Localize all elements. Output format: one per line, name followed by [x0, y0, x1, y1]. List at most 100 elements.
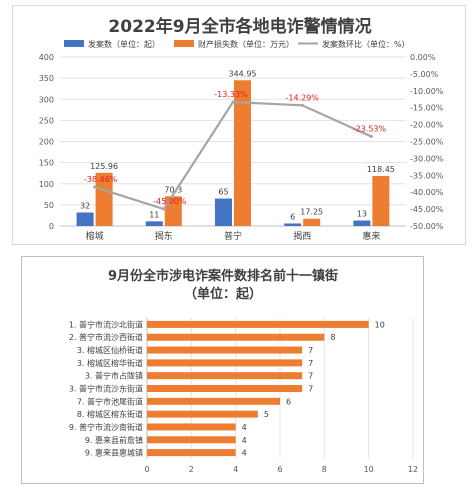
bottom-chart-subtitle: （单位：起） [184, 286, 262, 302]
bottom-category-label: 9. 惠来县惠城镇 [85, 448, 143, 458]
bottom-bar [147, 333, 325, 341]
cases-bar [145, 221, 163, 226]
ratio-line-label: -23.53% [353, 125, 387, 134]
cases-bar-label: 13 [357, 210, 367, 219]
cases-bar [215, 198, 232, 226]
bottom-bar-label: 8 [330, 333, 335, 342]
bottom-bar [147, 385, 303, 392]
bottom-bar [147, 359, 303, 367]
bottom-bar [147, 397, 280, 405]
top-category-label: 惠来 [362, 230, 380, 242]
bottom-category-label: 7. 普宁市池尾街道 [77, 396, 143, 406]
top-category-label: 揭西 [293, 230, 311, 242]
top-right-axis: 0.00% -5.00% -10.00% -15.00% -20.00% -25.00% -… [410, 53, 444, 231]
ratio-line-point [162, 207, 166, 211]
bottom-category-label: 3. 榕城区榕华街道 [77, 358, 143, 368]
top-left-tick-label: 100 [39, 180, 54, 189]
bottom-chart-frame [21, 256, 424, 484]
top-right-tick-label: -45.00% [410, 205, 444, 214]
bottom-x-tick-label: 0 [144, 465, 149, 474]
legend-label-loss: 财产损失数（单位：万元） [198, 39, 294, 49]
top-left-tick-label: 150 [39, 159, 54, 168]
bottom-bar-label: 5 [264, 410, 269, 419]
loss-bar [372, 175, 390, 226]
bottom-x-tick-label: 8 [322, 465, 327, 474]
legend-label-cases: 发案数（单位：起） [88, 39, 160, 49]
bottom-category-label: 8. 榕城区榕东街道 [77, 409, 143, 419]
legend-swatch-cases [64, 40, 84, 47]
ratio-line-point [300, 103, 304, 107]
bottom-bar [147, 320, 369, 328]
bottom-chart-title: 9月份全市涉电诈案件数排名前十一镇街 [108, 268, 338, 284]
ratio-line-label: -13.33% [214, 90, 248, 99]
ratio-line-point [93, 185, 97, 189]
top-left-tick-label: 300 [39, 95, 54, 104]
top-gridlines [60, 56, 406, 227]
ratio-line-point [231, 100, 235, 104]
bottom-bar [147, 423, 236, 431]
top-left-axis: 0 50 100 150 200 250 300 350 400 [39, 53, 54, 231]
top-left-tick-label: 0 [49, 222, 54, 231]
loss-bar-label: 118.45 [367, 165, 395, 174]
top-left-tick-label: 50 [44, 201, 54, 210]
bottom-bar-label: 4 [242, 449, 247, 458]
bottom-category-label: 3. 普宁市流沙东街道 [69, 384, 143, 394]
legend-swatch-loss [174, 40, 194, 47]
ratio-line-label: -38.46% [84, 175, 118, 184]
top-right-tick-label: -15.00% [410, 104, 444, 113]
top-category-label: 揭东 [155, 230, 173, 242]
top-chart-title: 2022年9月全市各地电诈警情情况 [108, 16, 371, 37]
loss-bar [95, 172, 113, 226]
bottom-bar-label: 6 [286, 397, 291, 406]
loss-bar-label: 344.95 [229, 69, 257, 78]
cases-bar-label: 11 [149, 210, 159, 219]
bottom-bars: 10 8 7 7 7 7 6 5 4 4 4 [147, 320, 385, 458]
bottom-bar-label: 4 [242, 436, 247, 445]
ratio-line-point [369, 135, 373, 139]
top-right-tick-label: -40.00% [410, 188, 444, 197]
bottom-category-label: 9. 惠来县前詹镇 [85, 435, 143, 445]
cases-bar [353, 220, 371, 226]
top-left-tick-label: 350 [39, 74, 54, 83]
bottom-chart: 9月份全市涉电诈案件数排名前十一镇街 （单位：起） 0 2 4 6 8 10 12 10 8 7… [21, 256, 424, 484]
bottom-x-tick-label: 6 [277, 465, 282, 474]
top-left-tick-label: 400 [39, 53, 54, 62]
top-right-tick-label: -20.00% [410, 121, 444, 130]
bottom-bar-label: 10 [375, 320, 385, 329]
loss-bar-label: 17.25 [300, 208, 323, 217]
bottom-bar [147, 410, 258, 418]
top-chart: 2022年9月全市各地电诈警情情况 发案数（单位：起） 财产损失数（单位：万元）… [12, 5, 466, 245]
bottom-category-label: 1. 普宁市流沙北街道 [69, 319, 143, 329]
top-left-tick-label: 200 [39, 138, 54, 147]
loss-bar [164, 196, 182, 226]
top-right-tick-label: -30.00% [410, 154, 444, 163]
bottom-category-label: 9. 普宁市流沙南街道 [69, 422, 143, 432]
bottom-x-tick-label: 12 [408, 465, 418, 474]
top-left-tick-label: 250 [39, 116, 54, 125]
bottom-category-label: 3. 榕城区仙桥街道 [77, 345, 143, 355]
cases-bar-label: 32 [80, 201, 90, 210]
legend-label-ratio: 发案数环比（单位：%） [322, 39, 410, 49]
bottom-x-tick-label: 2 [189, 465, 194, 474]
bottom-x-tick-label: 4 [233, 465, 238, 474]
top-category-axis: 榕城 揭东 普宁 揭西 惠来 [86, 230, 381, 242]
cases-bar [284, 223, 302, 226]
bottom-bar [147, 449, 236, 457]
top-right-tick-label: -50.00% [410, 222, 444, 231]
top-legend: 发案数（单位：起） 财产损失数（单位：万元） 发案数环比（单位：%） [64, 39, 410, 49]
bottom-chart-svg: 9月份全市涉电诈案件数排名前十一镇街 （单位：起） 0 2 4 6 8 10 12 10 8 7… [21, 256, 424, 484]
bottom-category-label: 3. 普宁市占陇镇 [85, 371, 143, 381]
top-category-label: 榕城 [86, 230, 104, 242]
bottom-bar [147, 372, 303, 380]
bottom-bar [147, 436, 236, 444]
bottom-bar-label: 7 [308, 359, 313, 368]
bottom-bar-label: 7 [308, 385, 313, 394]
top-bars: 32 125.96 11 70.3 65 344.95 6 17.25 13 118.45 [76, 69, 395, 226]
top-right-tick-label: -5.00% [410, 70, 439, 79]
bottom-category-label: 2. 普宁市流沙西街道 [69, 332, 143, 342]
loss-bar-label: 125.96 [90, 162, 118, 171]
top-category-label: 普宁 [224, 230, 242, 242]
top-right-tick-label: 0.00% [410, 53, 436, 62]
ratio-line-label: -14.29% [286, 93, 320, 102]
bottom-category-axis: 1. 普宁市流沙北街道 2. 普宁市流沙西街道 3. 榕城区仙桥街道 3. 榕城区榕华… [69, 319, 143, 457]
